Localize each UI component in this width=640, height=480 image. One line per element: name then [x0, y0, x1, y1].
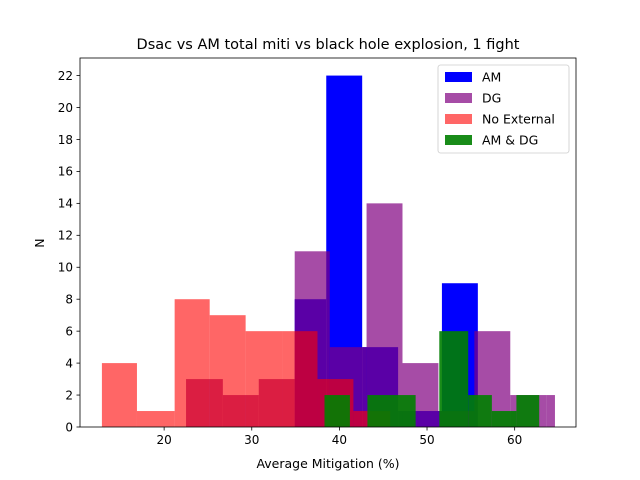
series-3 — [324, 331, 540, 427]
plot-area — [101, 75, 555, 427]
y-tick-label-6: 12 — [58, 229, 73, 243]
legend-box — [437, 64, 570, 154]
legend-label-2: No External — [482, 112, 555, 127]
x-axis-label: Average Mitigation (%) — [256, 456, 399, 471]
chart-title: Dsac vs AM total miti vs black hole expl… — [137, 37, 520, 53]
y-tick-label-11: 22 — [58, 69, 73, 83]
y-axis-label: N — [32, 238, 47, 247]
x-tick-label-3: 50 — [419, 433, 434, 447]
bar-3-7 — [491, 411, 517, 427]
y-tick-label-4: 8 — [65, 293, 73, 307]
y-tick-label-3: 6 — [65, 324, 73, 338]
bar-2-5 — [282, 331, 318, 427]
bar-3-6 — [468, 395, 492, 427]
y-tick-label-1: 2 — [65, 388, 73, 402]
legend-swatch-2 — [445, 114, 472, 124]
bar-2-2 — [174, 299, 210, 427]
x-tick-label-4: 60 — [507, 433, 522, 447]
legend-swatch-3 — [445, 135, 472, 145]
series-2 — [101, 299, 391, 427]
bar-2-3 — [209, 315, 246, 427]
x-tick-label-1: 30 — [244, 433, 259, 447]
legend-label-3: AM & DG — [482, 133, 538, 148]
bar-1-5 — [366, 203, 403, 427]
legend-swatch-0 — [445, 72, 472, 82]
y-tick-label-7: 14 — [58, 197, 73, 211]
y-tick-label-10: 20 — [58, 101, 73, 115]
axes: 20 30 40 50 60 0 2 4 6 8 10 12 14 16 18 20 22 — [58, 57, 577, 447]
y-tick-label-2: 4 — [65, 356, 73, 370]
axes-frame — [79, 57, 577, 428]
bar-3-1 — [324, 395, 350, 427]
bar-3-8 — [516, 395, 540, 427]
bar-2-0 — [101, 363, 137, 427]
bar-2-4 — [245, 331, 283, 427]
bar-2-1 — [136, 411, 175, 427]
legend-label-0: AM — [482, 70, 501, 85]
y-tick-label-0: 0 — [65, 420, 73, 434]
legend-label-1: DG — [482, 91, 501, 106]
y-tick-label-9: 18 — [58, 133, 73, 147]
bar-3-5 — [439, 331, 469, 427]
y-tick-label-8: 16 — [58, 165, 73, 179]
legend-swatch-1 — [445, 93, 472, 103]
legend: AM DG No External AM & DG — [437, 64, 570, 154]
y-tick-label-5: 10 — [58, 261, 73, 275]
x-tick-label-0: 20 — [156, 433, 171, 447]
x-tick-label-2: 40 — [332, 433, 347, 447]
bar-3-3 — [367, 395, 416, 427]
bar-1-10 — [546, 395, 555, 427]
